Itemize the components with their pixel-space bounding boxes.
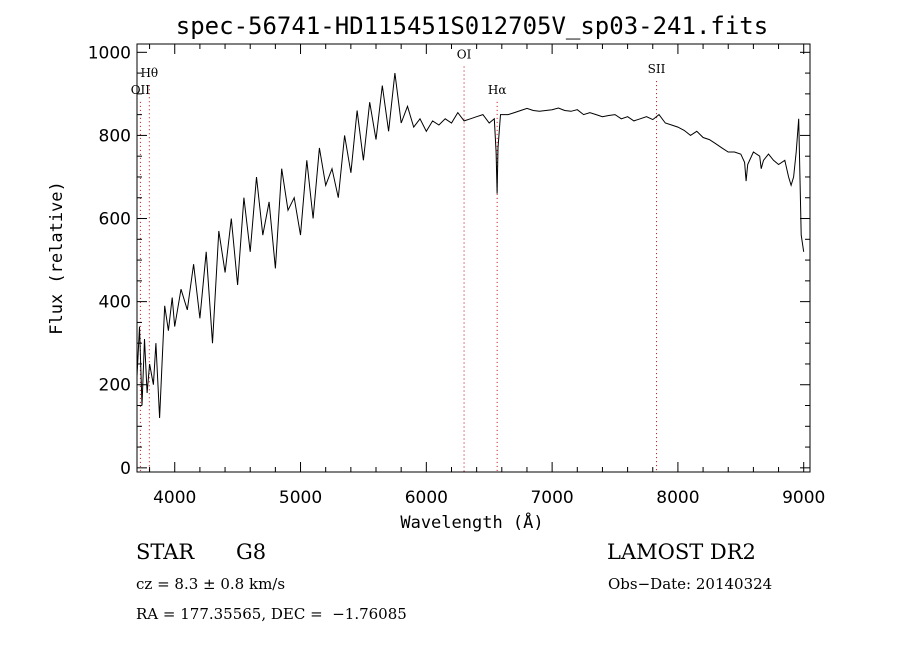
object-class: STAR: [136, 540, 195, 564]
line-marker-label: OI: [457, 48, 472, 62]
y-tick-label: 400: [99, 293, 131, 313]
y-tick-label: 0: [120, 459, 131, 479]
coordinates: RA = 177.35565, DEC = −1.76085: [136, 605, 407, 623]
y-tick-label: 200: [99, 376, 131, 396]
spectrum-series-line: [136, 73, 805, 419]
y-axis-ticks: 0 200 400 600 800 1000: [88, 43, 810, 479]
object-subclass: G8: [236, 540, 267, 564]
survey-name: LAMOST DR2: [607, 540, 756, 564]
line-marker-label: Hθ: [140, 66, 158, 80]
line-marker-label: SII: [648, 62, 666, 76]
x-axis-label: Wavelength (Å): [400, 511, 543, 533]
y-axis-label: Flux (relative): [47, 181, 67, 335]
observation-date: Obs−Date: 20140324: [608, 575, 773, 593]
y-tick-label: 1000: [88, 43, 131, 63]
chart-title: spec-56741-HD115451S012705V_sp03-241.fit…: [176, 12, 768, 40]
x-tick-label: 6000: [405, 488, 448, 508]
x-axis-ticks: 4000 5000 6000 7000 8000 9000: [149, 44, 825, 508]
y-tick-label: 600: [99, 210, 131, 230]
x-tick-label: 7000: [530, 488, 573, 508]
x-tick-label: 4000: [153, 488, 196, 508]
y-tick-label: 800: [99, 126, 131, 146]
line-marker-label: Hα: [488, 83, 507, 97]
x-tick-label: 9000: [782, 488, 825, 508]
redshift-value: cz = 8.3 ± 0.8 km/s: [136, 575, 286, 593]
spectral-line-markers: OII Hθ OI Hα SII: [131, 48, 666, 472]
x-tick-label: 5000: [279, 488, 322, 508]
plot-frame: [136, 43, 811, 473]
x-tick-label: 8000: [656, 488, 699, 508]
line-marker-label: OII: [131, 83, 151, 97]
